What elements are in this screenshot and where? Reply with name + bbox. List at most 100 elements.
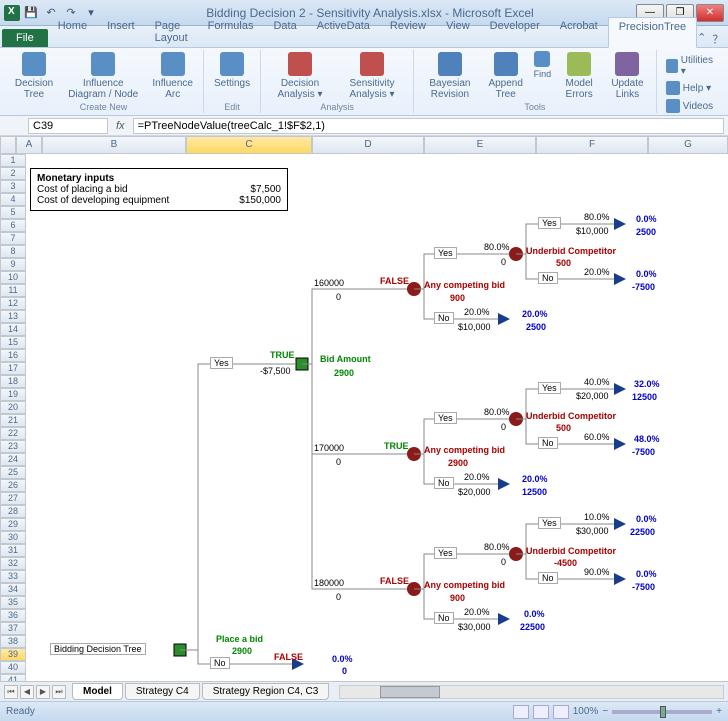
tab-nav-prev[interactable]: ◀: [20, 685, 34, 699]
decision-tree-button[interactable]: Decision Tree: [10, 50, 58, 102]
row-header-27[interactable]: 27: [0, 492, 26, 505]
spreadsheet-grid[interactable]: ABCDEFG 12345678910111213141516171819202…: [0, 136, 728, 681]
row-header-16[interactable]: 16: [0, 349, 26, 362]
videos-button[interactable]: Videos: [663, 98, 718, 114]
model-errors-button[interactable]: Model Errors: [557, 50, 601, 102]
ribbon-tab-home[interactable]: Home: [48, 17, 97, 47]
tab-nav-first[interactable]: ⏮: [4, 685, 18, 699]
settings-button[interactable]: Settings: [210, 50, 254, 91]
row-header-7[interactable]: 7: [0, 232, 26, 245]
row-header-23[interactable]: 23: [0, 440, 26, 453]
ribbon-tab-activedata[interactable]: ActiveData: [307, 17, 380, 47]
row-header-8[interactable]: 8: [0, 245, 26, 258]
col-header-F[interactable]: F: [536, 136, 648, 154]
zoom-slider[interactable]: [612, 710, 712, 714]
row-header-38[interactable]: 38: [0, 635, 26, 648]
ribbon-tab-insert[interactable]: Insert: [97, 17, 145, 47]
minimize-ribbon-icon[interactable]: ⌃: [697, 31, 706, 47]
row-header-31[interactable]: 31: [0, 544, 26, 557]
influence-arc-button[interactable]: Influence Arc: [148, 50, 197, 102]
col-header-E[interactable]: E: [424, 136, 536, 154]
row-header-13[interactable]: 13: [0, 310, 26, 323]
col-header-D[interactable]: D: [312, 136, 424, 154]
row-header-41[interactable]: 41: [0, 674, 26, 681]
row-header-6[interactable]: 6: [0, 219, 26, 232]
horizontal-scrollbar[interactable]: [339, 685, 724, 699]
col-header-B[interactable]: B: [42, 136, 186, 154]
row-header-24[interactable]: 24: [0, 453, 26, 466]
row-header-10[interactable]: 10: [0, 271, 26, 284]
formula-input[interactable]: =PTreeNodeValue(treeCalc_1!$F$2,1): [133, 118, 724, 134]
append-tree-button[interactable]: Append Tree: [484, 50, 528, 102]
row-header-33[interactable]: 33: [0, 570, 26, 583]
close-button[interactable]: ✕: [696, 4, 724, 22]
row-header-5[interactable]: 5: [0, 206, 26, 219]
row-header-36[interactable]: 36: [0, 609, 26, 622]
row-header-17[interactable]: 17: [0, 362, 26, 375]
tab-nav-next[interactable]: ▶: [36, 685, 50, 699]
ribbon-tab-review[interactable]: Review: [380, 17, 436, 47]
row-header-40[interactable]: 40: [0, 661, 26, 674]
zoom-in-icon[interactable]: +: [716, 706, 722, 717]
decision-analysis-button[interactable]: Decision Analysis ▾: [267, 50, 333, 102]
row-header-1[interactable]: 1: [0, 154, 26, 167]
utilities-button[interactable]: Utilities ▾: [663, 54, 718, 78]
view-normal-icon[interactable]: [513, 705, 529, 719]
row-header-22[interactable]: 22: [0, 427, 26, 440]
col-header-C[interactable]: C: [186, 136, 312, 154]
update-links-button[interactable]: Update Links: [605, 50, 650, 102]
sheet-tab-strategy-region-c4-c3[interactable]: Strategy Region C4, C3: [202, 683, 330, 700]
zoom-out-icon[interactable]: −: [602, 706, 608, 717]
fx-icon[interactable]: fx: [112, 120, 129, 132]
row-header-21[interactable]: 21: [0, 414, 26, 427]
row-header-34[interactable]: 34: [0, 583, 26, 596]
row-header-3[interactable]: 3: [0, 180, 26, 193]
row-header-12[interactable]: 12: [0, 297, 26, 310]
ribbon-tab-data[interactable]: Data: [263, 17, 306, 47]
ribbon-tab-view[interactable]: View: [436, 17, 480, 47]
select-all-corner[interactable]: [0, 136, 16, 154]
row-header-15[interactable]: 15: [0, 336, 26, 349]
find-button[interactable]: Find: [532, 50, 554, 80]
row-header-18[interactable]: 18: [0, 375, 26, 388]
b170-underbid-ev: 500: [556, 423, 571, 433]
sheet-tab-model[interactable]: Model: [72, 683, 123, 700]
tab-nav-last[interactable]: ⏭: [52, 685, 66, 699]
influence-diagram-button[interactable]: Influence Diagram / Node: [62, 50, 144, 102]
row-header-25[interactable]: 25: [0, 466, 26, 479]
col-header-A[interactable]: A: [16, 136, 42, 154]
row-header-30[interactable]: 30: [0, 531, 26, 544]
help-icon[interactable]: ？: [712, 31, 723, 47]
row-header-2[interactable]: 2: [0, 167, 26, 180]
row-header-11[interactable]: 11: [0, 284, 26, 297]
cells-area[interactable]: Monetary inputs Cost of placing a bid$7,…: [26, 154, 706, 681]
row-header-35[interactable]: 35: [0, 596, 26, 609]
row-header-32[interactable]: 32: [0, 557, 26, 570]
name-box[interactable]: C39: [28, 118, 108, 134]
ribbon-tab-page-layout[interactable]: Page Layout: [145, 17, 198, 47]
row-header-28[interactable]: 28: [0, 505, 26, 518]
file-tab[interactable]: File: [2, 29, 48, 47]
ribbon-tab-precisiontree[interactable]: PrecisionTree: [608, 17, 697, 48]
ribbon-tab-formulas[interactable]: Formulas: [198, 17, 264, 47]
col-header-G[interactable]: G: [648, 136, 728, 154]
ribbon-tab-developer[interactable]: Developer: [480, 17, 550, 47]
row-header-26[interactable]: 26: [0, 479, 26, 492]
row-header-4[interactable]: 4: [0, 193, 26, 206]
sensitivity-analysis-button[interactable]: Sensitivity Analysis ▾: [337, 50, 407, 102]
row-header-29[interactable]: 29: [0, 518, 26, 531]
row-header-37[interactable]: 37: [0, 622, 26, 635]
row-header-14[interactable]: 14: [0, 323, 26, 336]
sheet-tab-strategy-c4[interactable]: Strategy C4: [125, 683, 200, 700]
row-header-9[interactable]: 9: [0, 258, 26, 271]
row-header-20[interactable]: 20: [0, 401, 26, 414]
ribbon-tab-acrobat[interactable]: Acrobat: [550, 17, 608, 47]
bayesian-revision-button[interactable]: Bayesian Revision: [420, 50, 480, 102]
row-header-19[interactable]: 19: [0, 388, 26, 401]
view-break-icon[interactable]: [553, 705, 569, 719]
help-button[interactable]: Help ▾: [663, 80, 718, 96]
sensitivity-analysis-icon: [360, 52, 384, 76]
row-header-39[interactable]: 39: [0, 648, 26, 661]
save-icon[interactable]: 💾: [22, 4, 40, 22]
view-layout-icon[interactable]: [533, 705, 549, 719]
